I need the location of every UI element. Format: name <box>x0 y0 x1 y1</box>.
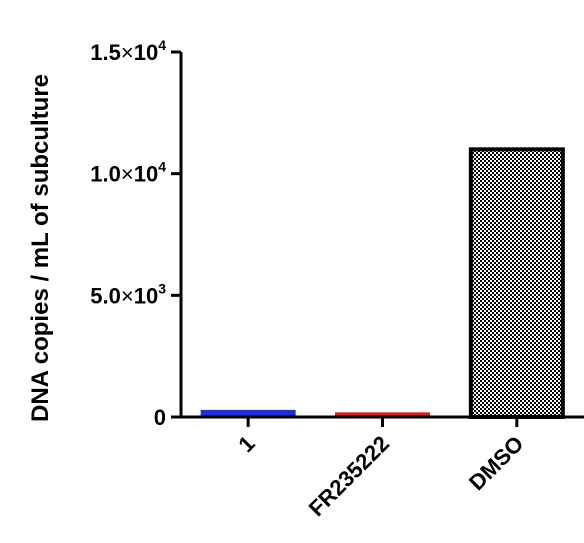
y-tick-label: 0 <box>154 405 166 430</box>
bar-dmso <box>468 147 565 419</box>
x-tick-label: FR235222 <box>304 431 394 521</box>
x-tick-label: 1 <box>233 431 259 457</box>
y-tick-label: 1.5×104 <box>90 37 166 65</box>
y-tick-label: 5.0×103 <box>90 280 166 308</box>
x-tick-label: DMSO <box>464 431 528 495</box>
y-axis-label: DNA copies / mL of subculture <box>27 74 54 422</box>
y-tick-label: 1.0×104 <box>90 159 166 187</box>
x-axis-ticks: 1 FR235222 DMSO <box>233 417 528 521</box>
y-axis-ticks: 0 5.0×103 1.0×104 1.5×104 <box>90 37 181 430</box>
bars-group <box>200 147 565 419</box>
